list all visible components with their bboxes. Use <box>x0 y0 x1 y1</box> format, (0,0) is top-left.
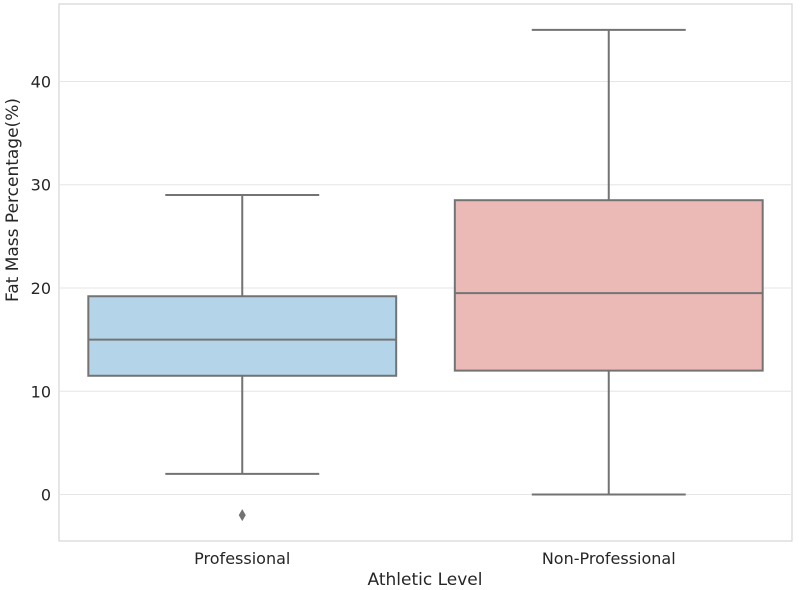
y-tick-label-30: 30 <box>31 176 51 195</box>
x-tick-labels: Professional Non-Professional <box>194 549 675 568</box>
box-non-professional <box>453 199 764 372</box>
y-tick-label-0: 0 <box>41 486 51 505</box>
y-tick-label-10: 10 <box>31 382 51 401</box>
box-professional <box>87 295 398 377</box>
boxes <box>87 28 764 522</box>
box-group-non-professional <box>453 28 764 496</box>
y-tick-label-40: 40 <box>31 72 51 91</box>
outlier-professional-0 <box>238 509 246 522</box>
x-tick-label-non-professional: Non-Professional <box>542 549 676 568</box>
x-axis-label: Athletic Level <box>368 570 483 590</box>
y-tick-labels: 0 10 20 30 40 <box>31 72 51 504</box>
y-tick-label-20: 20 <box>31 279 51 298</box>
y-axis-label: Fat Mass Percentage(%) <box>3 98 23 302</box>
x-tick-label-professional: Professional <box>194 549 290 568</box>
box-group-professional <box>87 194 398 522</box>
